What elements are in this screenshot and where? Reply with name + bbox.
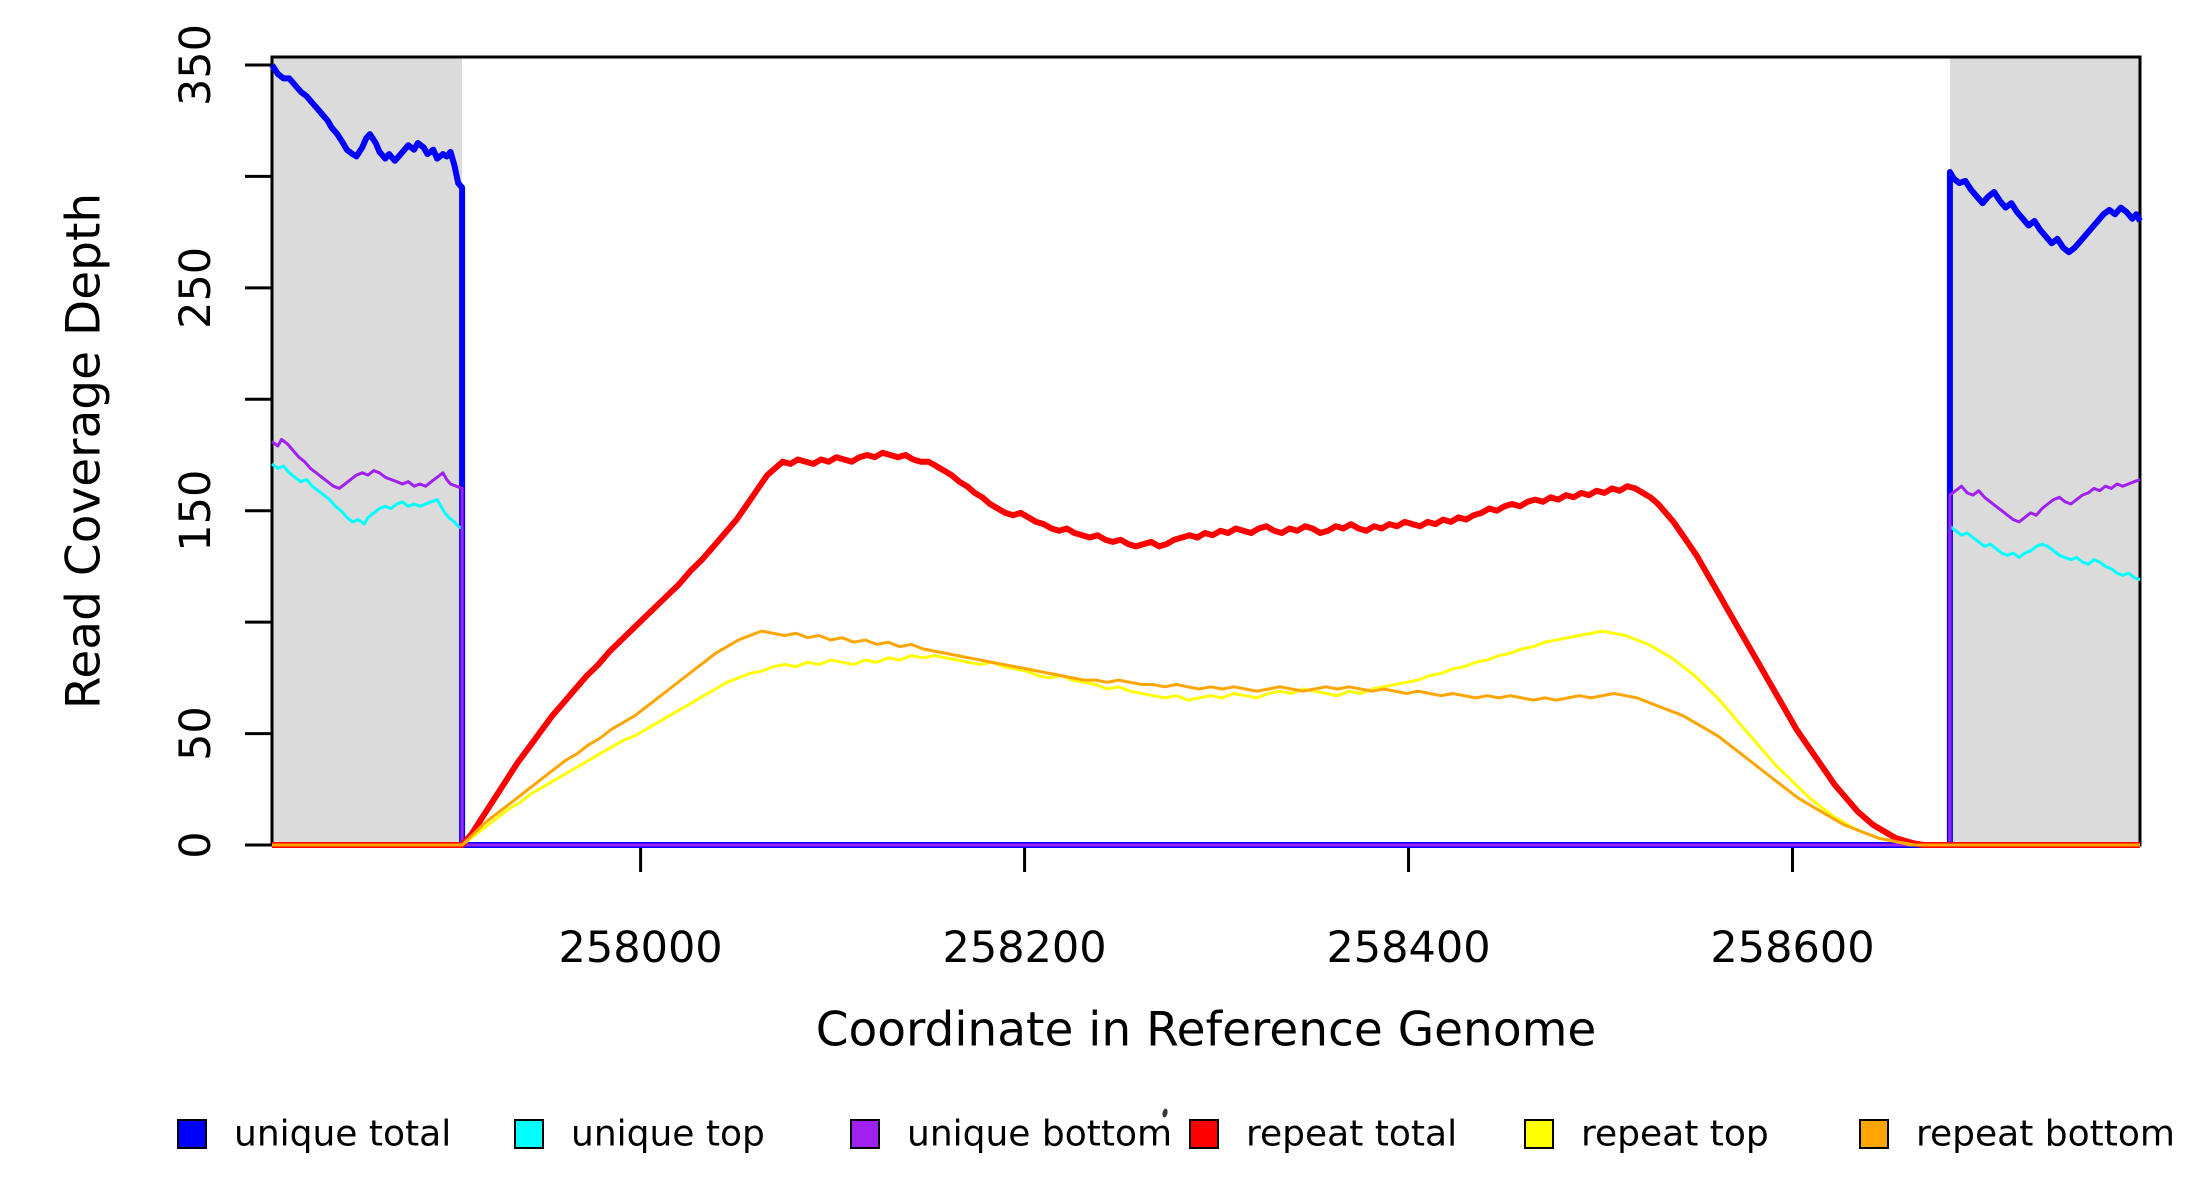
y-tick-label: 50 [171, 706, 221, 761]
y-tick-label: 0 [171, 831, 221, 858]
legend-swatch-repeat-bottom [1859, 1119, 1889, 1149]
y-tick-label: 350 [171, 24, 221, 106]
series-repeat-bottom-line [272, 629, 2140, 847]
series-repeat-top-line [272, 629, 2140, 847]
legend-swatch-unique-top [514, 1119, 544, 1149]
masked-region-right-flank [1949, 57, 2140, 845]
legend-label-unique-bottom: unique bottom [907, 1114, 1172, 1155]
legend-swatch-repeat-total [1189, 1119, 1219, 1149]
masked-region-left-flank [272, 57, 463, 845]
legend-swatch-unique-bottom [850, 1119, 880, 1149]
x-tick-label: 258600 [1710, 923, 1874, 973]
legend-swatch-repeat-top [1524, 1119, 1554, 1149]
y-axis-title: Read Coverage Depth [57, 193, 112, 709]
legend-label-repeat-total: repeat total [1246, 1114, 1457, 1155]
legend-label-unique-top: unique top [571, 1114, 765, 1155]
y-tick-label: 150 [171, 470, 221, 552]
x-axis-title: Coordinate in Reference Genome [816, 1003, 1597, 1058]
series-unique-total-line [269, 63, 2143, 848]
legend-label-repeat-bottom: repeat bottom [1916, 1114, 2175, 1155]
legend-label-repeat-top: repeat top [1581, 1114, 1769, 1155]
x-tick-label: 258200 [942, 923, 1106, 973]
legend-swatch-unique-total [177, 1119, 207, 1149]
artifact-dot [1162, 1108, 1168, 1118]
series-repeat-total-line [272, 449, 2140, 848]
x-tick-label: 258000 [559, 923, 723, 973]
x-tick-label: 258400 [1326, 923, 1490, 973]
y-tick-label: 250 [171, 247, 221, 329]
legend-label-unique-total: unique total [234, 1114, 451, 1155]
